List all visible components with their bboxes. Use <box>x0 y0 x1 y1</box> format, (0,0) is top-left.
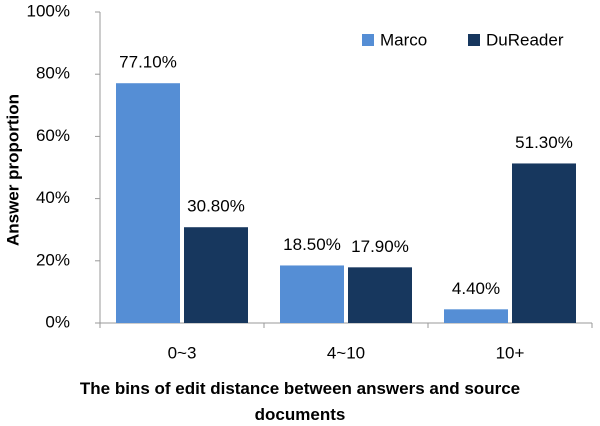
legend-label: Marco <box>380 30 427 49</box>
legend-swatch <box>468 34 480 46</box>
x-tick-label: 0~3 <box>168 343 197 362</box>
bar <box>116 83 180 324</box>
x-tick-label: 10+ <box>496 343 525 362</box>
bar <box>184 227 248 323</box>
y-axis-title: Answer proportion <box>3 94 22 246</box>
legend-swatch <box>362 34 374 46</box>
y-tick-label: 0% <box>45 312 70 331</box>
x-axis-title: The bins of edit distance between answer… <box>79 379 521 424</box>
data-label: 17.90% <box>351 237 409 256</box>
y-tick-label: 40% <box>36 188 70 207</box>
bar <box>280 265 344 323</box>
y-tick-label: 20% <box>36 250 70 269</box>
y-tick-label: 60% <box>36 126 70 145</box>
data-label: 4.40% <box>452 279 500 298</box>
bar <box>512 163 576 323</box>
x-tick-label: 4~10 <box>327 343 365 362</box>
legend-label: DuReader <box>486 30 564 49</box>
y-tick-label: 80% <box>36 64 70 83</box>
data-label: 77.10% <box>119 53 177 72</box>
bar <box>348 267 412 323</box>
data-label: 30.80% <box>187 197 245 216</box>
data-label: 18.50% <box>283 235 341 254</box>
data-label: 51.30% <box>515 133 573 152</box>
y-tick-label: 100% <box>27 1 70 20</box>
bar <box>444 309 508 323</box>
